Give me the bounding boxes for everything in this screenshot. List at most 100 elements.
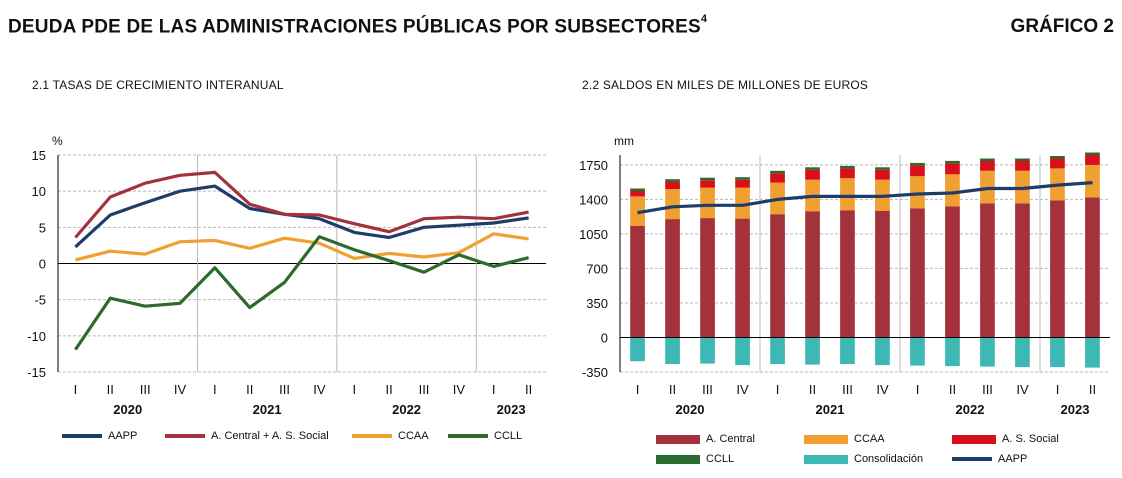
right-ytick-label: 1400 — [579, 192, 608, 207]
bar-segment-ccll — [945, 160, 960, 164]
legend-label: AAPP — [108, 430, 138, 442]
right-xtick-label: II — [1089, 382, 1096, 397]
left-xtick-label: IV — [174, 382, 187, 397]
bar-segment-ccll — [735, 177, 750, 180]
chart-title: DEUDA PDE DE LAS ADMINISTRACIONES PÚBLIC… — [8, 13, 708, 38]
right-legend: A. Central CCAA A. S. Social CCLL Consolidac… — [562, 433, 1122, 473]
right-ytick-label: 1050 — [579, 227, 608, 242]
right-xtick-label: I — [1056, 382, 1060, 397]
series-line-aapp — [74, 184, 529, 249]
series-line-ccaa — [75, 232, 529, 262]
bar-segment-consolidaci-n — [1050, 337, 1065, 368]
bar-segment-a-central — [1085, 197, 1100, 338]
right-ytick-label: 1750 — [579, 158, 608, 173]
bar-segment-consolidaci-n — [910, 337, 925, 366]
bar-segment-a-s-social — [665, 181, 680, 189]
legend-label: CCLL — [706, 453, 735, 465]
bar-segment-a-central — [875, 210, 890, 338]
legend-item-ccaa: CCAA — [804, 433, 885, 445]
legend-label: Consolidación — [854, 453, 924, 465]
bar-segment-ccaa — [840, 178, 855, 211]
bar-segment-a-central — [735, 218, 750, 338]
legend-label: A. S. Social — [1002, 433, 1059, 445]
right-ytick-label: 0 — [601, 330, 608, 345]
bar-segment-a-s-social — [1085, 155, 1100, 165]
left-y-axis-label: % — [52, 134, 63, 148]
series-line-a-central-a-s-social — [74, 170, 529, 239]
bar-segment-consolidaci-n — [700, 337, 715, 364]
series-line-ccll — [74, 235, 529, 351]
left-ytick-label: -10 — [27, 329, 46, 344]
bar-segment-ccaa — [700, 187, 715, 219]
left-xtick-label: III — [279, 382, 290, 397]
bar-segment-ccll — [875, 167, 890, 170]
left-xtick-label: I — [352, 382, 356, 397]
right-xtick-label: III — [702, 382, 713, 397]
bar-segment-ccll — [1050, 156, 1065, 159]
right-ytick-label: 700 — [586, 261, 608, 276]
legend-label: CCLL — [494, 430, 523, 442]
legend-swatch — [448, 434, 488, 438]
left-year-label: 2023 — [497, 402, 526, 417]
series-line-aapp-total — [637, 181, 1093, 215]
bar-segment-consolidaci-n — [735, 337, 750, 366]
bar-segment-ccll — [1015, 158, 1030, 161]
legend-swatch — [804, 434, 848, 444]
right-xtick-label: II — [809, 382, 816, 397]
left-year-label: 2020 — [113, 402, 142, 417]
bar-segment-ccll — [840, 165, 855, 169]
left-xtick-label: III — [140, 382, 151, 397]
bar-segment-a-s-social — [1050, 158, 1065, 169]
left-xtick-label: I — [74, 382, 78, 397]
bar-segment-a-central — [770, 214, 785, 338]
legend-label: AAPP — [998, 453, 1028, 465]
right-year-label: 2020 — [676, 402, 705, 417]
bar-segment-ccll — [910, 162, 925, 166]
left-ytick-label: 10 — [32, 184, 46, 199]
footnote-marker: 4 — [700, 13, 708, 25]
left-xtick-label: IV — [453, 382, 466, 397]
left-xtick-label: II — [107, 382, 114, 397]
bar-segment-ccll — [770, 170, 785, 174]
left-xtick-label: II — [386, 382, 393, 397]
bar-segment-consolidaci-n — [840, 337, 855, 365]
left-ytick-label: 5 — [39, 220, 46, 235]
left-xtick-label: III — [419, 382, 430, 397]
left-year-label: 2022 — [392, 402, 421, 417]
left-xtick-label: II — [246, 382, 253, 397]
legend-swatch — [804, 454, 848, 464]
figure-number: GRÁFICO 2 — [1010, 16, 1114, 37]
bar-segment-consolidaci-n — [980, 337, 995, 367]
right-year-label: 2021 — [816, 402, 845, 417]
right-xtick-label: I — [916, 382, 920, 397]
left-ytick-label: 0 — [39, 257, 46, 272]
legend-label: CCAA — [398, 430, 429, 442]
right-year-label: 2023 — [1061, 402, 1090, 417]
legend-swatch — [952, 434, 996, 444]
legend-item-ccll: CCLL — [448, 430, 522, 442]
legend-swatch — [656, 454, 700, 464]
right-ytick-label: 350 — [586, 296, 608, 311]
legend-swatch — [952, 457, 992, 461]
bar-segment-a-central — [805, 211, 820, 338]
legend-item-a-central: A. Central — [656, 433, 755, 445]
bar-segment-a-central — [1050, 200, 1065, 338]
bar-segment-ccaa — [910, 176, 925, 209]
legend-swatch — [165, 434, 205, 438]
legend-item-a-central-a-s-social: A. Central + A. S. Social — [165, 430, 329, 442]
bar-segment-consolidaci-n — [770, 337, 785, 365]
left-ytick-label: -5 — [34, 293, 46, 308]
left-ytick-label: -15 — [27, 365, 46, 380]
bar-segment-a-central — [665, 219, 680, 338]
bar-segment-a-s-social — [875, 169, 890, 180]
left-xtick-label: II — [525, 382, 532, 397]
right-y-axis-label: mm — [614, 134, 634, 148]
bar-segment-ccll — [700, 177, 715, 181]
legend-item-a-s-social: A. S. Social — [952, 433, 1059, 445]
bar-segment-a-s-social — [805, 169, 820, 180]
bar-segment-a-s-social — [1015, 160, 1030, 171]
bar-segment-a-central — [630, 226, 645, 338]
bar-segment-ccll — [980, 158, 995, 161]
right-ytick-label: -350 — [582, 365, 608, 380]
